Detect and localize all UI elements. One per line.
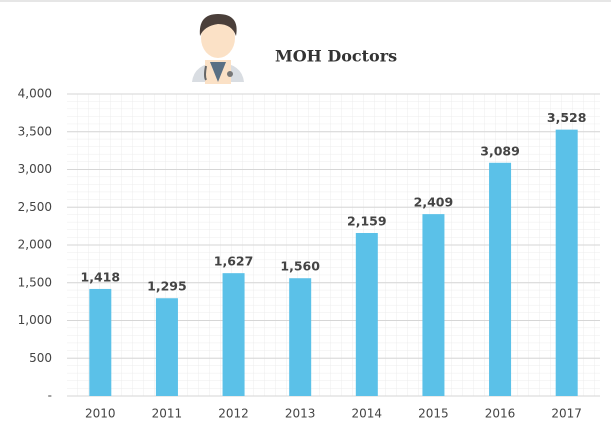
bar [223, 273, 245, 396]
y-tick-label: 2,500 [18, 200, 52, 214]
value-label: 1,418 [81, 269, 121, 284]
value-label: 1,560 [280, 259, 320, 274]
y-tick-label: 2,000 [18, 238, 52, 252]
doctor-icon [192, 14, 244, 84]
value-label: 1,295 [147, 279, 187, 294]
page: {"chart_data": {"type": "bar", "title": … [0, 0, 611, 428]
value-label: 2,409 [414, 195, 454, 210]
bar [156, 298, 178, 396]
x-tick-label: 2017 [551, 407, 582, 421]
x-tick-label: 2016 [485, 407, 516, 421]
x-tick-label: 2013 [285, 407, 316, 421]
x-tick-label: 2011 [152, 407, 183, 421]
value-label: 2,159 [347, 213, 387, 228]
value-label: 3,528 [547, 110, 587, 125]
bar [356, 233, 378, 396]
y-tick-label: 500 [29, 351, 52, 365]
value-label: 3,089 [480, 143, 520, 158]
value-label: 1,627 [214, 254, 254, 269]
y-tick-label: 3,000 [18, 162, 52, 176]
bar [489, 163, 511, 396]
y-tick-label: 1,500 [18, 275, 52, 289]
x-tick-label: 2015 [418, 407, 449, 421]
y-tick-label: - [48, 389, 52, 403]
y-tick-label: 1,000 [18, 313, 52, 327]
x-tick-label: 2014 [352, 407, 383, 421]
bar [556, 130, 578, 396]
y-tick-label: 3,500 [18, 124, 52, 138]
x-tick-label: 2012 [218, 407, 249, 421]
y-tick-label: 4,000 [18, 87, 52, 101]
x-tick-label: 2010 [85, 407, 116, 421]
chart: MOH Doctors - 500 1,000 1,500 2,000 2,500 3,00… [0, 0, 611, 424]
bar [422, 214, 444, 396]
bar [289, 278, 311, 396]
chart-title: MOH Doctors [275, 47, 397, 66]
bar [89, 289, 111, 396]
